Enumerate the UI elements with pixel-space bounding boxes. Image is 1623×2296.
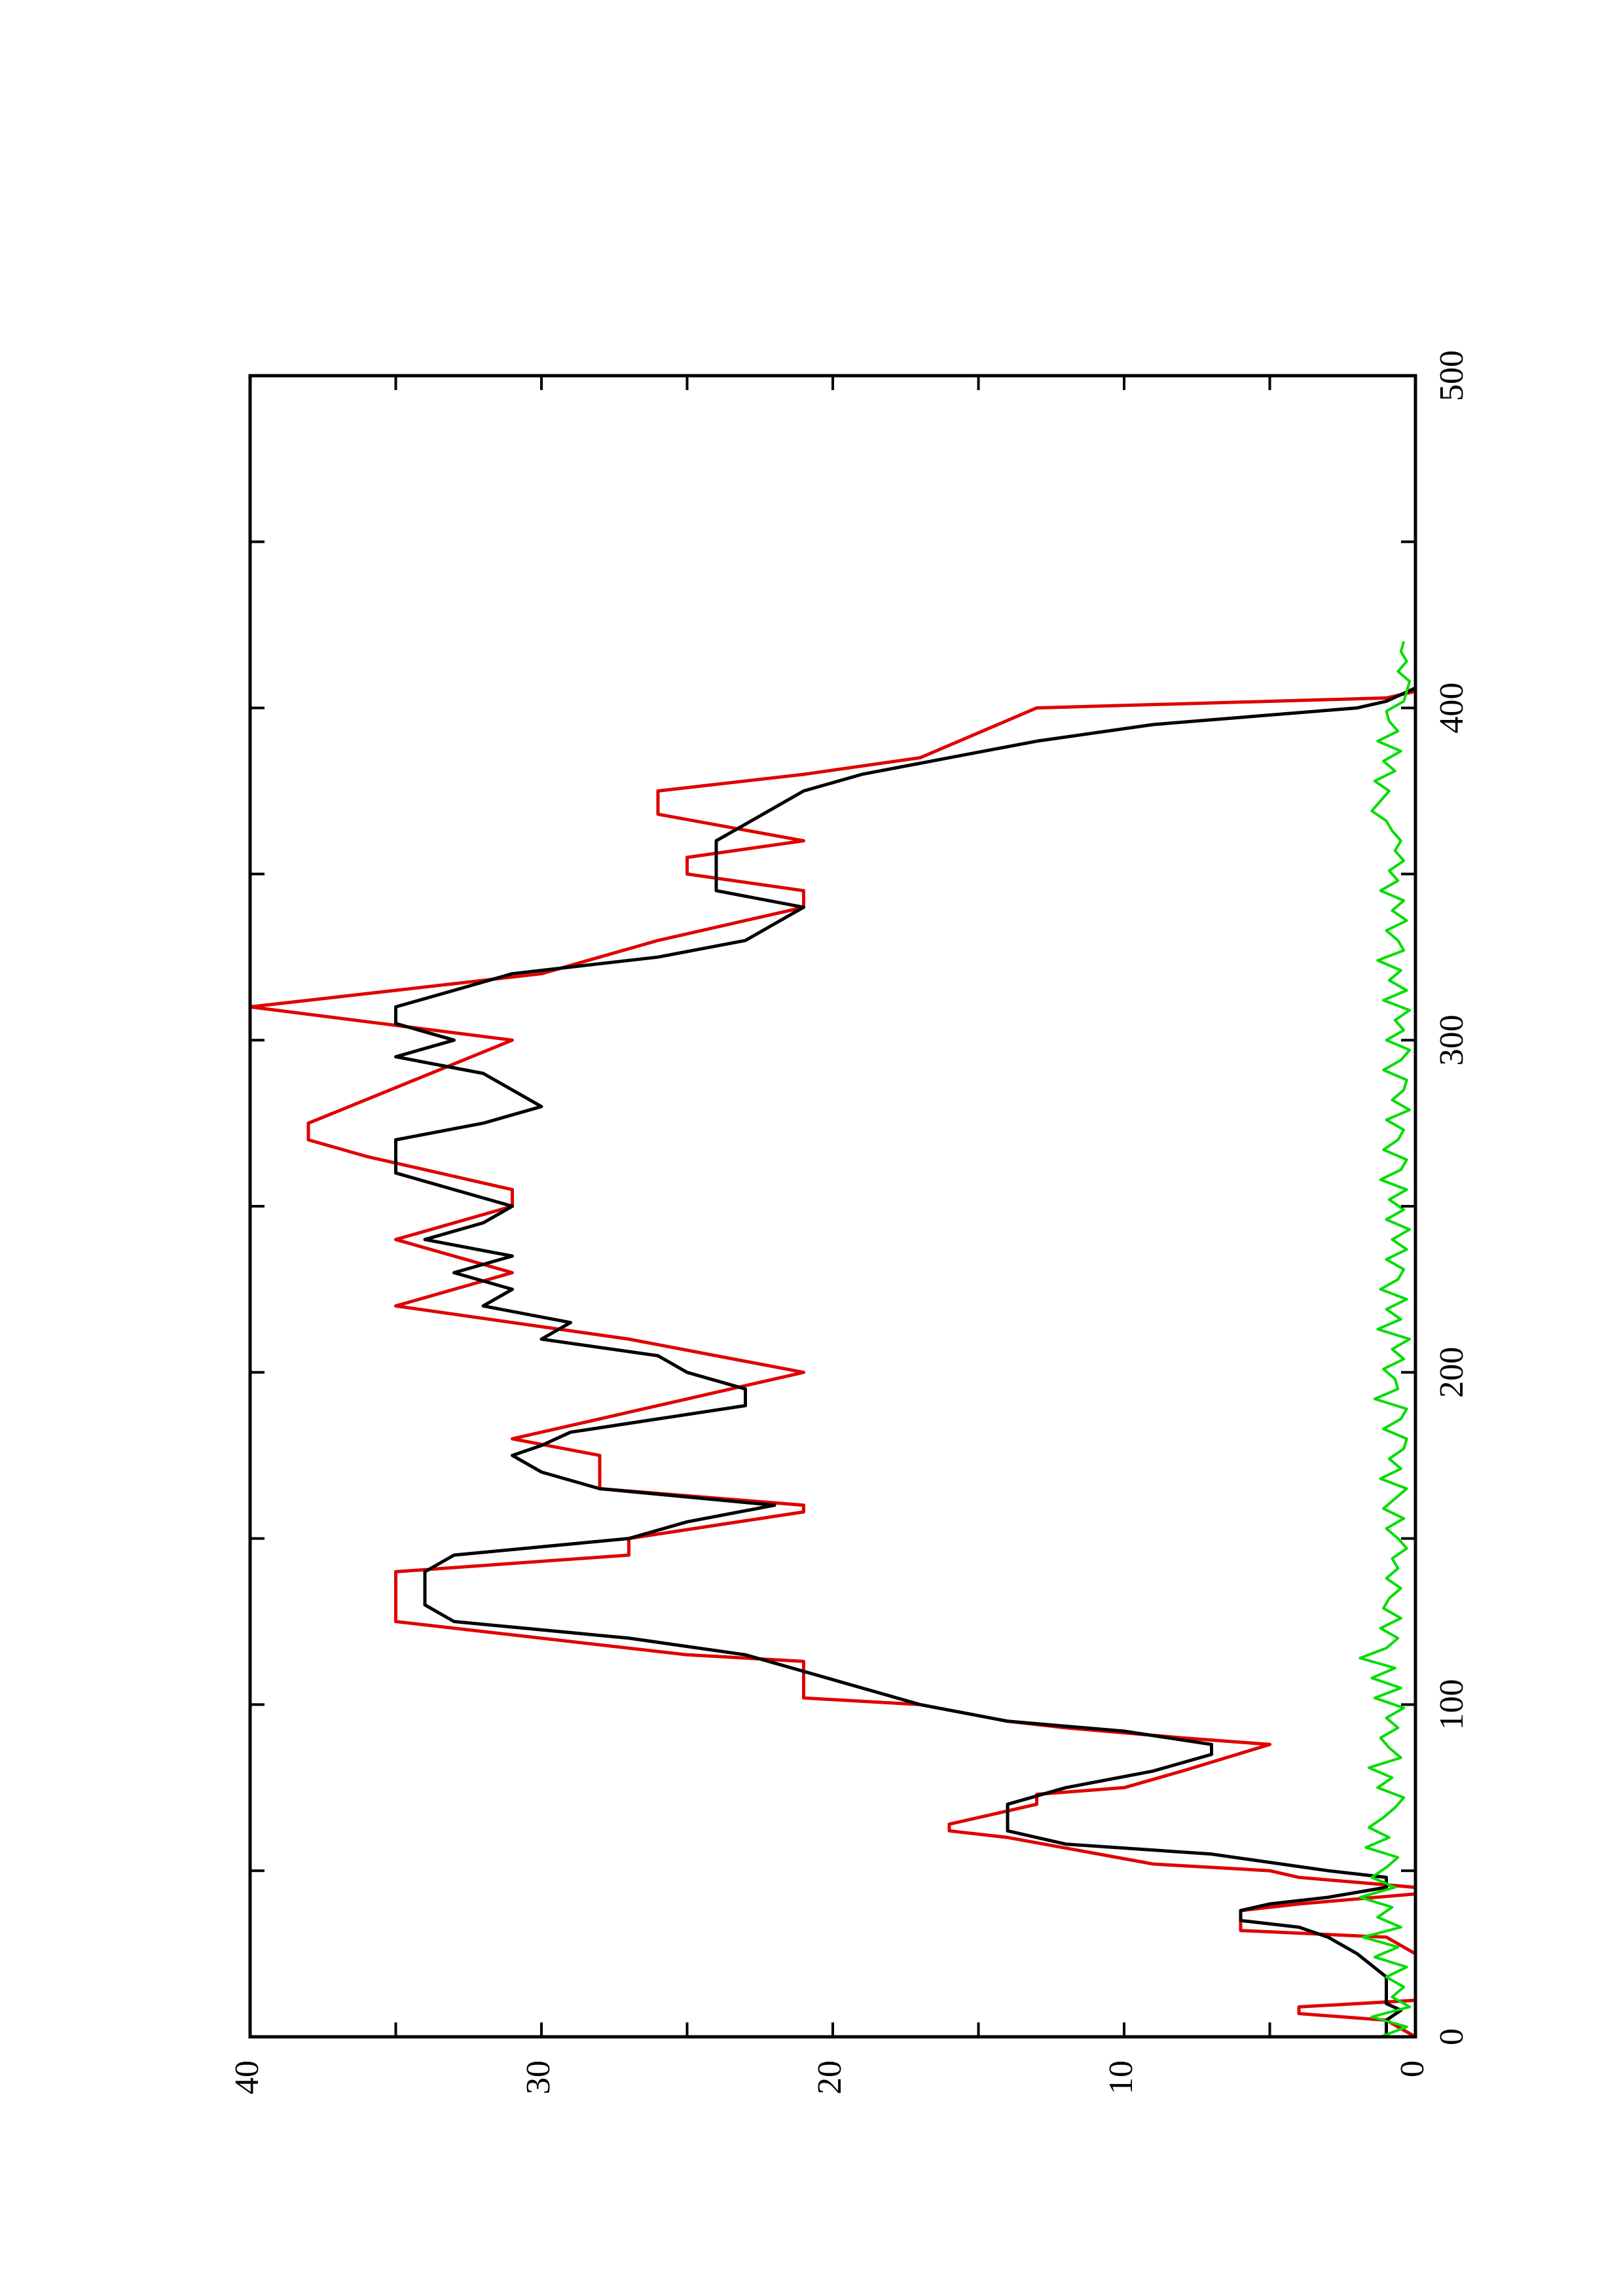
y-tick-label: 10 (1103, 2060, 1140, 2094)
y-tick-label: 0 (1394, 2060, 1431, 2077)
x-tick-label: 400 (1433, 683, 1470, 734)
y-tick-label: 40 (228, 2060, 266, 2094)
plot-frame (248, 374, 1417, 2039)
x-tick-label: 300 (1433, 1014, 1470, 1066)
y-tick-label: 30 (520, 2060, 557, 2094)
y-tick-label: 20 (811, 2060, 848, 2094)
x-tick-label: 200 (1433, 1347, 1470, 1398)
x-tick-label: 0 (1433, 2028, 1470, 2045)
x-tick-label: 100 (1433, 1679, 1470, 1730)
tick-layer: 0 100 200 300 400 500 0 10 20 30 40 (228, 350, 1470, 2094)
x-tick-label: 500 (1433, 350, 1470, 401)
series-black-line (394, 674, 1417, 2037)
series-green-line (1359, 641, 1412, 2038)
series-layer (248, 641, 1417, 2039)
series-red-step-line (248, 674, 1417, 2039)
